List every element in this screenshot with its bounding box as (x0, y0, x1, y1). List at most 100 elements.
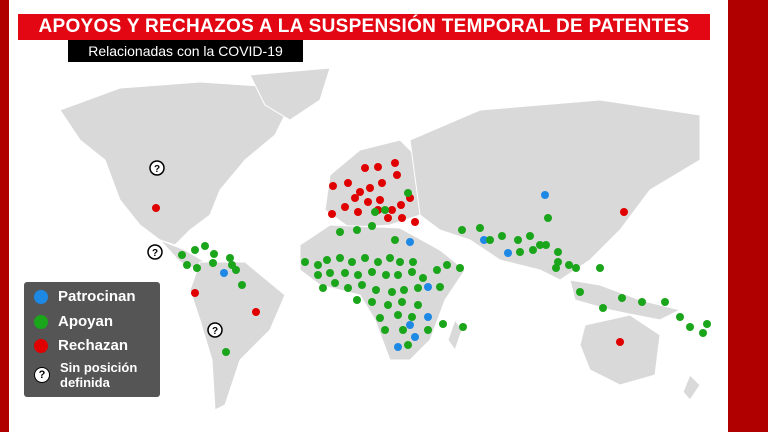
reject-marker (191, 289, 199, 297)
svg-text:?: ? (154, 164, 160, 175)
support-marker (596, 264, 604, 272)
support-marker (400, 286, 408, 294)
sponsor-marker (541, 191, 549, 199)
support-marker (376, 314, 384, 322)
sponsor-marker (480, 236, 488, 244)
svg-text:?: ? (152, 248, 158, 259)
support-marker (476, 224, 484, 232)
legend-item-undefined: ? Sin posición definida (34, 360, 140, 390)
question-icon: ? (149, 160, 165, 176)
svg-text:?: ? (212, 326, 218, 337)
support-marker (374, 258, 382, 266)
north-america (59, 81, 291, 246)
sponsor-marker (424, 283, 432, 291)
support-marker (572, 264, 580, 272)
support-marker (178, 251, 186, 259)
support-marker (348, 258, 356, 266)
support-marker (686, 323, 694, 331)
support-marker (368, 222, 376, 230)
support-marker (388, 288, 396, 296)
support-marker (222, 348, 230, 356)
support-marker (526, 232, 534, 240)
support-marker (404, 189, 412, 197)
sponsor-marker (394, 343, 402, 351)
left-border (0, 0, 9, 432)
support-marker (456, 264, 464, 272)
sponsor-marker (406, 321, 414, 329)
support-marker (384, 301, 392, 309)
sponsor-marker (504, 249, 512, 257)
support-marker (458, 226, 466, 234)
support-marker (399, 326, 407, 334)
question-icon: ? (207, 322, 223, 338)
support-marker (618, 294, 626, 302)
legend: Patrocinan Apoyan Rechazan ? Sin posició… (24, 282, 160, 397)
red-dot-icon (34, 338, 48, 353)
support-marker (414, 284, 422, 292)
support-marker (232, 266, 240, 274)
support-marker (354, 271, 362, 279)
support-marker (394, 311, 402, 319)
support-marker (638, 298, 646, 306)
support-marker (372, 286, 380, 294)
support-marker (326, 269, 334, 277)
support-marker (358, 281, 366, 289)
support-marker (424, 326, 432, 334)
support-marker (396, 258, 404, 266)
support-marker (361, 254, 369, 262)
legend-label: Sin posición definida (60, 360, 138, 390)
reject-marker (393, 171, 401, 179)
support-marker (353, 296, 361, 304)
support-marker (459, 323, 467, 331)
support-marker (404, 341, 412, 349)
reject-marker (411, 218, 419, 226)
support-marker (661, 298, 669, 306)
support-marker (368, 298, 376, 306)
reject-marker (366, 184, 374, 192)
south-america (189, 261, 286, 411)
reject-marker (384, 214, 392, 222)
legend-label: Apoyan (58, 313, 114, 330)
sponsor-marker (220, 269, 228, 277)
support-marker (386, 254, 394, 262)
support-marker (676, 313, 684, 321)
reject-marker (398, 214, 406, 222)
support-marker (552, 264, 560, 272)
page-subtitle: Relacionadas con la COVID-19 (68, 40, 303, 62)
legend-item-reject: Rechazan (34, 337, 128, 354)
reject-marker (364, 198, 372, 206)
support-marker (516, 248, 524, 256)
support-marker (536, 241, 544, 249)
support-marker (529, 246, 537, 254)
reject-marker (391, 159, 399, 167)
reject-marker (152, 204, 160, 212)
support-marker (544, 214, 552, 222)
support-marker (408, 313, 416, 321)
sponsor-marker (424, 313, 432, 321)
support-marker (565, 261, 573, 269)
support-marker (498, 232, 506, 240)
support-marker (419, 274, 427, 282)
support-marker (301, 258, 309, 266)
right-border (728, 0, 768, 432)
support-marker (439, 320, 447, 328)
support-marker (341, 269, 349, 277)
sponsor-marker (406, 238, 414, 246)
support-marker (381, 206, 389, 214)
reject-marker (374, 163, 382, 171)
question-icon: ? (147, 244, 163, 260)
support-marker (436, 283, 444, 291)
support-marker (514, 236, 522, 244)
greenland (249, 67, 331, 121)
reject-marker (328, 210, 336, 218)
reject-marker (388, 206, 396, 214)
support-marker (201, 242, 209, 250)
support-marker (210, 250, 218, 258)
support-marker (542, 241, 550, 249)
support-marker (314, 261, 322, 269)
reject-marker (620, 208, 628, 216)
support-marker (191, 246, 199, 254)
support-marker (314, 271, 322, 279)
question-icon: ? (34, 367, 50, 383)
